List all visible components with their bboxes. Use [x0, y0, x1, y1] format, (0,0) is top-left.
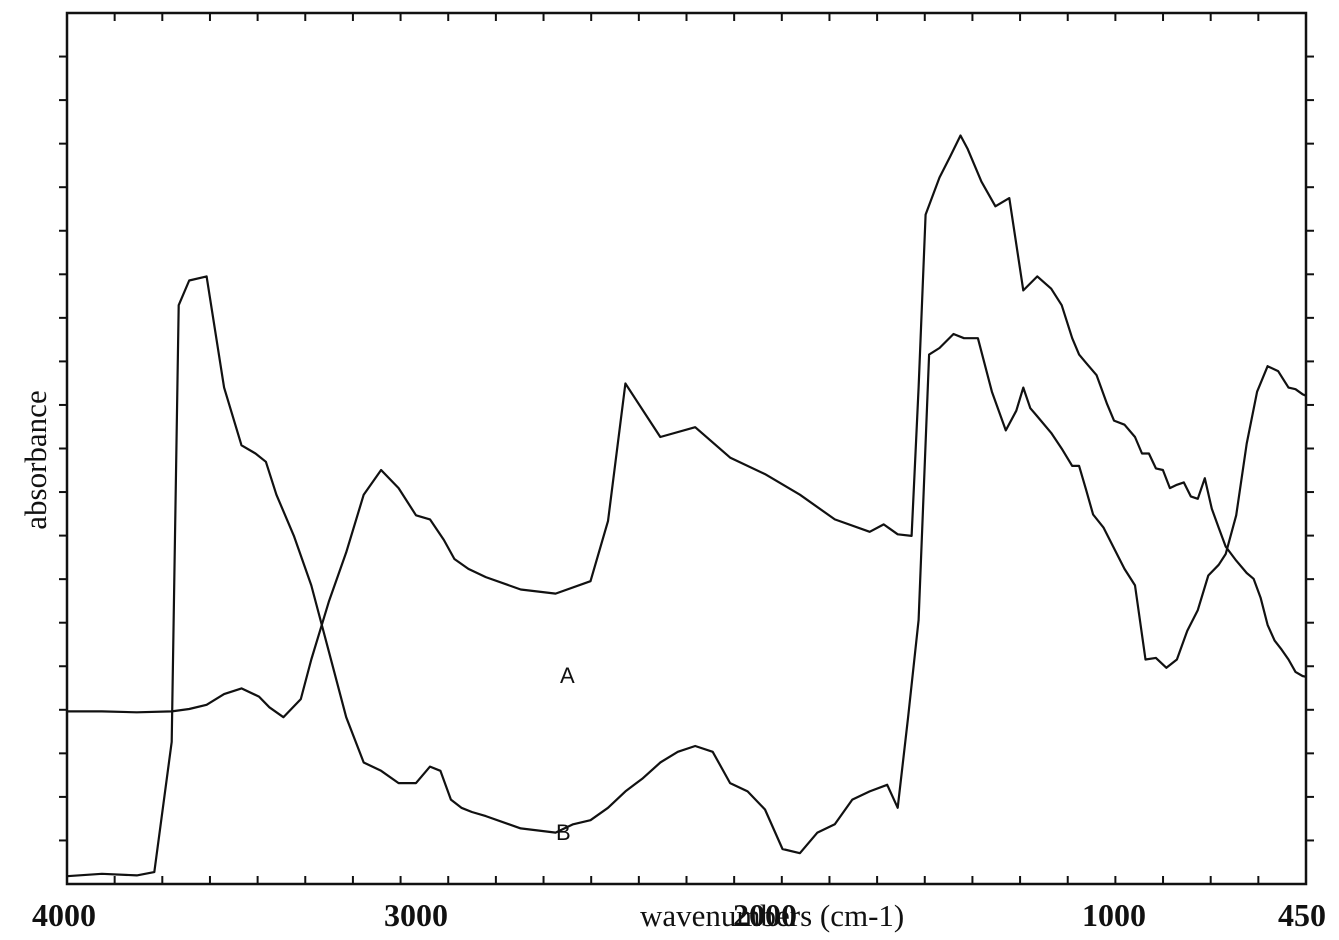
x-axis-tick-labels: 4000 3000 2000 1000 450 [32, 897, 1326, 933]
series-label-a: A [560, 663, 575, 688]
x-axis-title: wavenumbers (cm-1) [640, 898, 904, 933]
x-tick-label: 450 [1278, 897, 1326, 933]
x-tick-label: 2000 [733, 897, 797, 933]
top-axis-ticks [113, 13, 1260, 21]
series-label-b: B [556, 820, 571, 845]
x-tick-label: 1000 [1082, 897, 1146, 933]
plot-frame [65, 11, 1308, 886]
y-axis-title: absorbance [18, 390, 53, 529]
series-a-trace [67, 134, 1307, 719]
series-b-trace [66, 275, 1307, 878]
right-axis-ticks [1306, 55, 1314, 842]
left-axis-ticks [59, 55, 67, 842]
x-tick-label: 4000 [32, 897, 96, 933]
bottom-axis-ticks [113, 876, 1260, 884]
x-tick-label: 3000 [384, 897, 448, 933]
